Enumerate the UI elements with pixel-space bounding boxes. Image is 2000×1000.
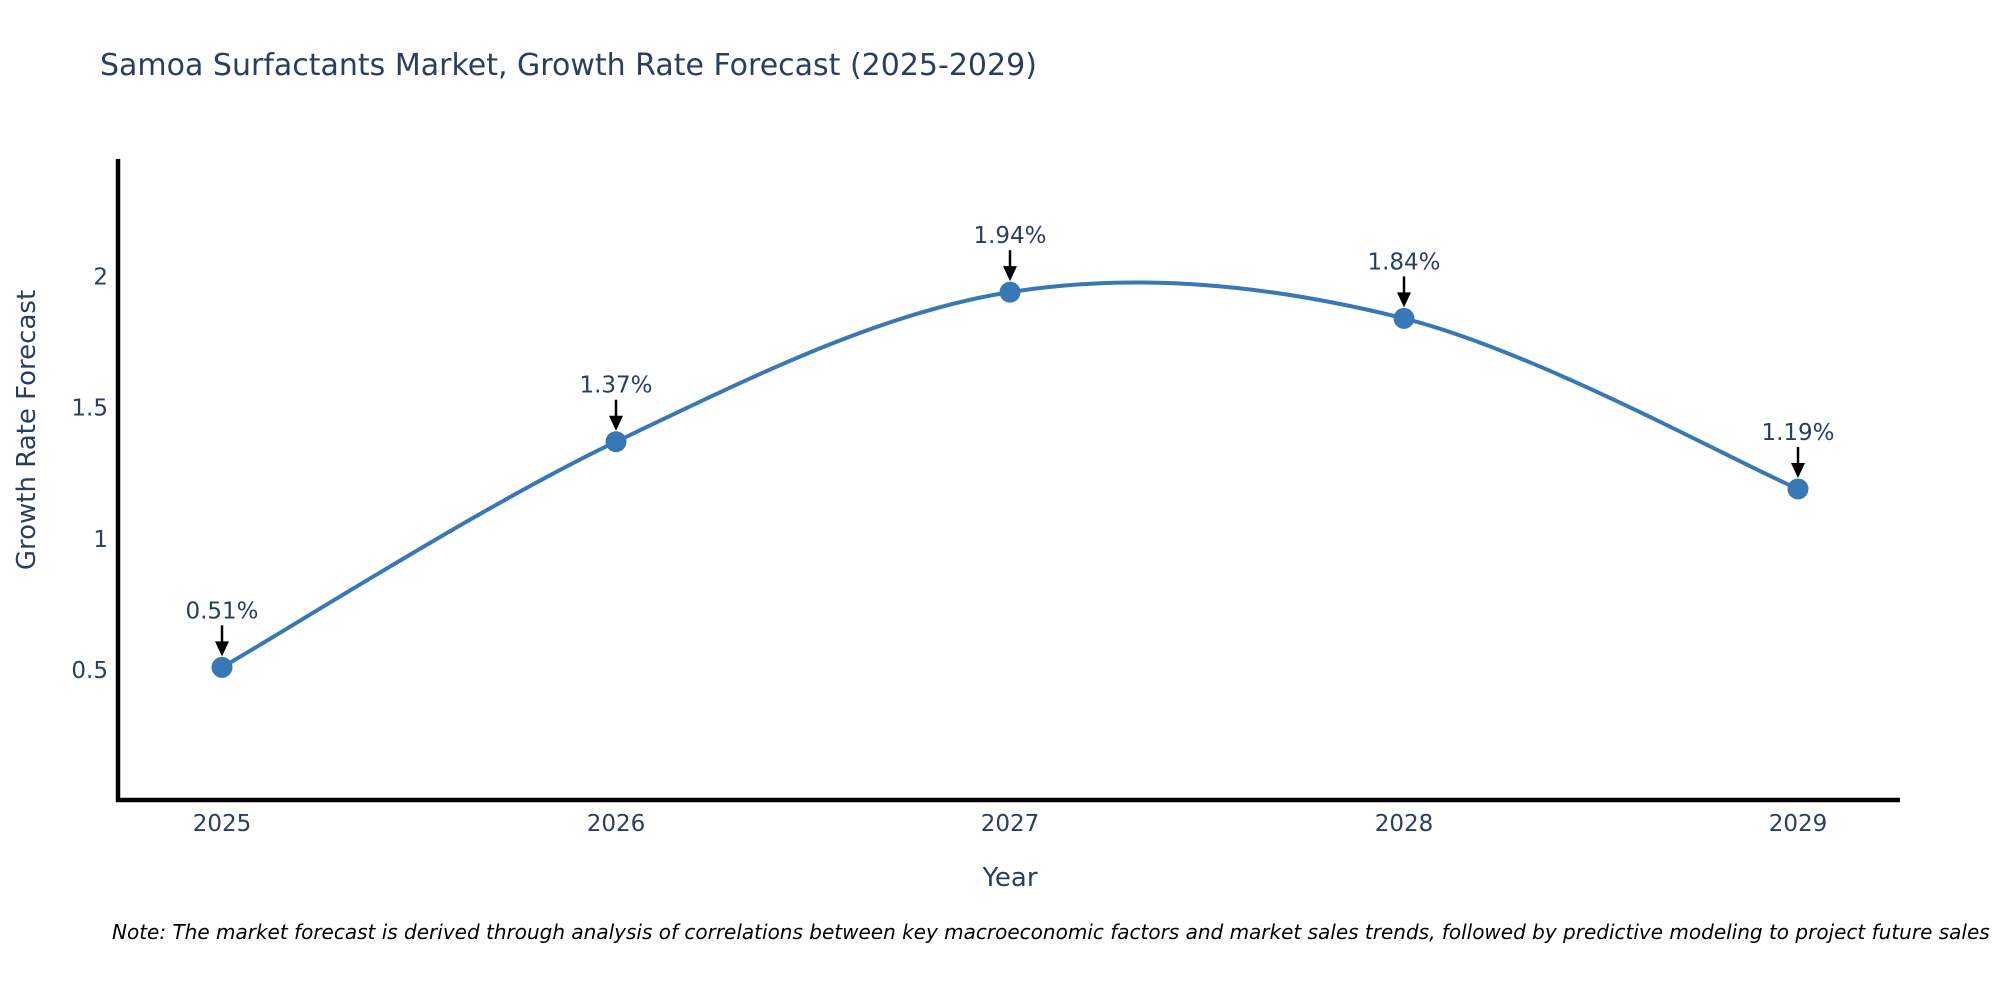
data-point-marker[interactable] [605,431,627,453]
annotation-arrowhead-icon [1791,462,1805,478]
annotation-arrowhead-icon [215,641,229,657]
data-point-marker[interactable] [1787,478,1809,500]
data-point-marker[interactable] [211,656,233,678]
y-axis-title: Growth Rate Forecast [12,289,42,571]
annotation-arrowhead-icon [609,415,623,431]
point-value-label: 1.19% [1761,420,1834,446]
x-tick-label: 2026 [587,811,646,837]
x-tick-label: 2027 [981,811,1040,837]
trend-line [220,280,1800,670]
annotation-arrowhead-icon [1397,292,1411,308]
y-tick-label: 2 [93,264,108,290]
x-tick-label: 2025 [193,811,252,837]
x-tick-label: 2029 [1769,811,1828,837]
chart-title: Samoa Surfactants Market, Growth Rate Fo… [100,48,1037,83]
point-value-label: 1.37% [579,373,652,399]
point-value-label: 1.84% [1367,249,1440,275]
y-tick-label: 1.5 [71,396,108,422]
x-tick-label: 2028 [1375,811,1434,837]
data-point-marker[interactable] [1393,307,1415,329]
y-tick-label: 0.5 [71,658,108,684]
point-value-label: 1.94% [973,223,1046,249]
y-tick-label: 1 [93,527,108,553]
x-axis-title: Year [982,863,1038,893]
point-value-label: 0.51% [185,598,258,624]
footnote: Note: The market forecast is derived thr… [112,920,1990,944]
data-point-marker[interactable] [999,281,1021,303]
annotation-arrowhead-icon [1003,266,1017,282]
